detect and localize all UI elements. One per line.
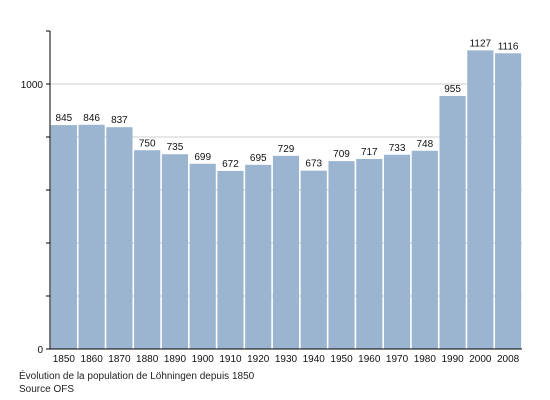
bar [245,164,272,349]
bar-value-label: 717 [361,147,378,158]
bar [495,53,522,349]
y-tick-label: 1000 [21,80,44,91]
y-tick-label: 0 [37,345,43,356]
chart-caption: Évolution de la population de Löhningen … [19,371,255,382]
bar [134,150,161,349]
bar [328,161,355,349]
x-tick-label: 1900 [192,354,215,365]
x-tick-label: 1930 [275,354,298,365]
bar [217,170,244,349]
bar-value-label: 673 [305,159,322,170]
bar [50,125,77,349]
bar [161,154,189,349]
bar-value-label: 1116 [498,41,519,52]
bar-value-label: 709 [333,149,350,160]
x-tick-label: 1880 [136,354,159,365]
bar-value-label: 845 [56,113,73,124]
x-tick-label: 1890 [164,354,187,365]
bar [356,158,383,349]
bar-value-label: 748 [416,139,433,150]
x-tick-label: 1870 [108,354,131,365]
bar [106,127,133,349]
bar [189,163,216,349]
bar [467,50,494,349]
x-tick-label: 1860 [81,354,104,365]
x-tick-label: 1960 [358,354,381,365]
bar-value-label: 695 [250,153,267,164]
chart-source: Source OFS [19,384,75,395]
bar-value-label: 1127 [470,38,492,49]
bar-value-label: 955 [444,84,461,95]
bar-value-label: 699 [194,152,211,163]
bar [439,95,466,349]
x-tick-label: 1920 [247,354,270,365]
bar [300,170,327,349]
bar-value-label: 837 [111,115,128,126]
bar-value-label: 733 [389,143,406,154]
x-tick-label: 1980 [414,354,437,365]
x-tick-label: 1940 [303,354,326,365]
x-tick-label: 1950 [330,354,353,365]
x-tick-label: 2000 [469,354,492,365]
bar [78,124,105,349]
x-tick-label: 1990 [441,354,464,365]
bar [383,154,411,349]
bar-value-label: 672 [222,159,239,170]
bar [411,150,438,349]
bar [272,155,300,349]
bar-value-label: 750 [139,138,156,149]
bar-value-label: 729 [278,144,295,155]
bar-value-label: 735 [167,142,184,153]
x-tick-label: 1910 [219,354,242,365]
x-tick-label: 1850 [53,354,76,365]
x-tick-label: 2008 [497,354,520,365]
x-tick-label: 1970 [386,354,409,365]
bar-value-label: 846 [83,113,100,124]
